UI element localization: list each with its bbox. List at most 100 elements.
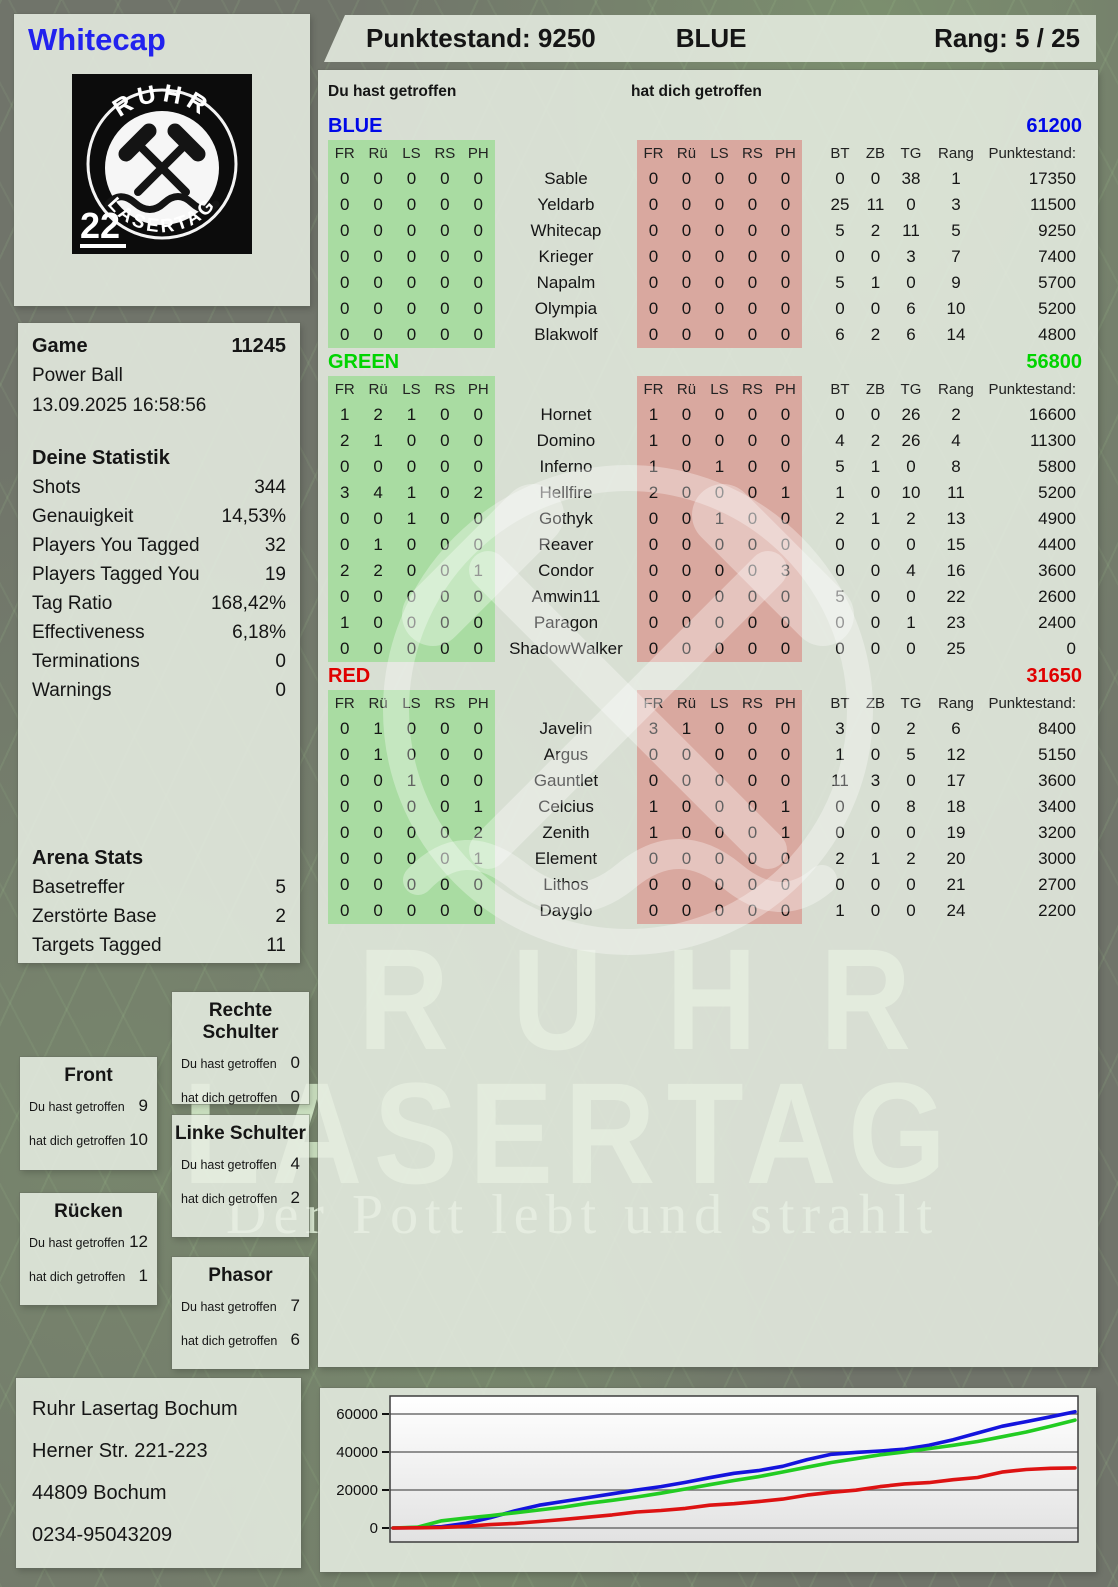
spacer-cell xyxy=(802,376,822,402)
stat-row: Effectiveness 6,18% xyxy=(32,622,286,643)
hit-label: Du hast getroffen xyxy=(181,1057,277,1071)
hit-cell: 2 xyxy=(328,558,362,584)
column-header-row: FR Rü LS RS PH FR Rü LS RS PH BT ZB TG Rang Punktestan… xyxy=(318,376,1098,402)
got-cell: 0 xyxy=(702,218,736,244)
got-cell: FR xyxy=(636,140,670,166)
tg-cell: 26 xyxy=(901,405,921,424)
got-cell: 0 xyxy=(669,898,703,924)
tg-cell: 0 xyxy=(906,273,916,292)
got-cell: 0 xyxy=(702,428,736,454)
player-name-cell: Javelin xyxy=(539,719,593,738)
got-cell: 0 xyxy=(669,428,703,454)
zb-cell: 0 xyxy=(870,247,881,266)
got-cell: 0 xyxy=(702,636,736,662)
spacer-cell xyxy=(802,428,822,454)
hit-column-title: Du hast getroffen xyxy=(328,83,457,100)
hit-cell: 1 xyxy=(394,768,429,794)
points-cell: 7400 xyxy=(1038,247,1076,266)
got-cell: 0 xyxy=(735,244,769,270)
player-panel: Whitecap RUHR LASERTAG 22 xyxy=(14,14,310,306)
bt-cell: 2 xyxy=(835,849,845,868)
hit-cell: 4 xyxy=(361,480,395,506)
points-cell: 5700 xyxy=(1038,273,1076,292)
arena-title: Arena Stats xyxy=(32,847,144,869)
got-cell: 0 xyxy=(735,506,769,532)
got-cell: 0 xyxy=(735,584,769,610)
points-cell: 2600 xyxy=(1038,587,1076,606)
got-cell: 0 xyxy=(735,820,769,846)
team-section: GREEN 56800 FR Rü LS RS PH FR Rü LS RS PH BT ZB TG Rang… xyxy=(318,348,1098,662)
player-name-cell: Olympia xyxy=(534,299,598,318)
spacer-cell xyxy=(802,218,822,244)
got-cell: 0 xyxy=(669,584,703,610)
hit-cell: 2 xyxy=(461,820,495,846)
got-cell: 0 xyxy=(735,898,769,924)
got-cell: 0 xyxy=(768,532,802,558)
hit-cell: 0 xyxy=(394,532,429,558)
player-row: 0 0 0 0 0 Napalm 0 0 0 0 0 5 1 0 9 5700 xyxy=(318,270,1098,296)
hit-cell: 0 xyxy=(361,244,395,270)
player-row: 0 0 0 0 0 Inferno 1 0 1 0 0 5 1 0 8 5800 xyxy=(318,454,1098,480)
hit-cell: 0 xyxy=(328,322,362,348)
got-cell: 0 xyxy=(702,402,736,428)
hit-cell: 0 xyxy=(394,636,429,662)
hit-cell: 0 xyxy=(461,532,495,558)
player-name-cell: Napalm xyxy=(536,273,596,292)
got-cell: 0 xyxy=(768,742,802,768)
hit-cell: 1 xyxy=(328,610,362,636)
spacer-cell xyxy=(802,768,822,794)
zb-cell: 11 xyxy=(866,195,885,214)
tg-cell: 6 xyxy=(906,299,916,318)
hit-cell: 0 xyxy=(461,402,495,428)
bt-cell: 1 xyxy=(835,901,845,920)
spacer-cell xyxy=(802,558,822,584)
team-name: GREEN xyxy=(328,350,400,373)
hit-cell: 0 xyxy=(394,322,429,348)
hit-cell: 1 xyxy=(461,794,495,820)
rang-cell: 11 xyxy=(947,483,965,502)
bt-cell: 25 xyxy=(830,195,850,214)
hit-cell: 0 xyxy=(328,166,362,192)
got-cell: 0 xyxy=(669,768,703,794)
hit-cell: 1 xyxy=(394,480,429,506)
player-name-cell: Dayglo xyxy=(539,901,593,920)
player-row: 0 1 0 0 0 Reaver 0 0 0 0 0 0 0 0 15 4400 xyxy=(318,532,1098,558)
hit-cell: 2 xyxy=(328,428,362,454)
zb-cell: 3 xyxy=(870,771,881,790)
zb-cell: 0 xyxy=(870,169,881,188)
got-column-title: hat dich getroffen xyxy=(631,83,762,100)
arena-row: Targets Tagged 11 xyxy=(32,935,286,956)
hit-cell: RS xyxy=(428,140,462,166)
player-row: 0 0 0 0 2 Zenith 1 0 0 0 1 0 0 0 19 3200 xyxy=(318,820,1098,846)
hit-cell: 1 xyxy=(328,402,362,428)
hit-cell: 0 xyxy=(428,716,462,742)
bt-cell: 5 xyxy=(835,273,845,292)
zb-cell: 0 xyxy=(870,639,881,658)
points-cell: 5800 xyxy=(1038,457,1076,476)
hit-cell: 0 xyxy=(394,192,429,218)
got-cell: 0 xyxy=(768,610,802,636)
hit-cell: 0 xyxy=(328,742,362,768)
hit-value: 0 xyxy=(290,1053,300,1072)
got-cell: 0 xyxy=(669,192,703,218)
got-cell: 0 xyxy=(636,218,670,244)
player-row: 0 0 0 0 0 Krieger 0 0 0 0 0 0 0 3 7 7400 xyxy=(318,244,1098,270)
hit-cell: 0 xyxy=(461,218,495,244)
hit-cell: 0 xyxy=(428,636,462,662)
hit-cell: 0 xyxy=(461,506,495,532)
got-cell: 0 xyxy=(669,402,703,428)
got-cell: PH xyxy=(768,140,802,166)
hit-cell: RS xyxy=(428,376,462,402)
stat-row: Players You Tagged 32 xyxy=(32,535,286,556)
got-cell: 0 xyxy=(768,296,802,322)
tg-cell: 38 xyxy=(901,169,921,188)
got-cell: 0 xyxy=(669,454,703,480)
zb-cell: 0 xyxy=(870,901,881,920)
got-cell: 0 xyxy=(735,428,769,454)
arena-row: Basetreffer 5 xyxy=(32,877,286,898)
got-cell: 0 xyxy=(702,166,736,192)
spacer-cell xyxy=(802,610,822,636)
hit-cell: 0 xyxy=(461,716,495,742)
got-cell: 0 xyxy=(636,846,670,872)
rang-cell: 24 xyxy=(946,901,966,920)
